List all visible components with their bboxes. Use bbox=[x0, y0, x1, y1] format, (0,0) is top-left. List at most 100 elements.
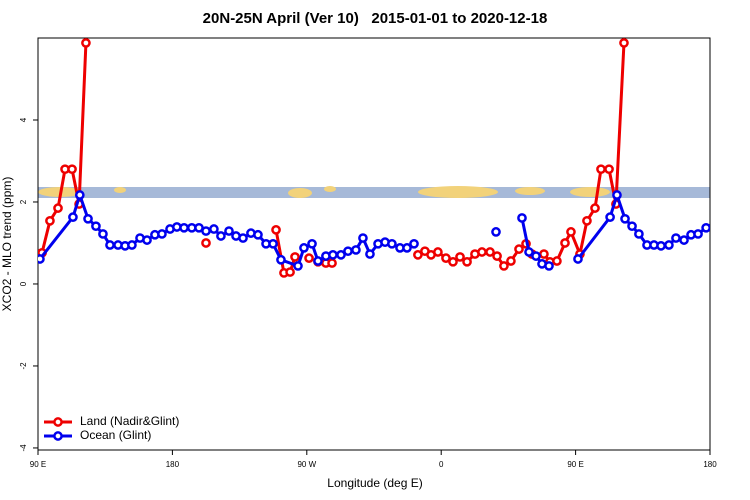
axes: 90 E 180 90 W 0 90 E 180 -4 -2 0 2 4 bbox=[19, 117, 717, 469]
data-point bbox=[573, 254, 583, 264]
map-strip bbox=[38, 186, 710, 198]
data-point bbox=[304, 253, 314, 263]
data-point bbox=[627, 221, 637, 232]
data-point bbox=[224, 226, 234, 236]
plot-area bbox=[38, 38, 710, 278]
data-point bbox=[531, 251, 541, 261]
data-point bbox=[68, 212, 78, 222]
y-tick-label: 2 bbox=[19, 199, 28, 204]
data-point bbox=[74, 190, 85, 200]
data-point bbox=[539, 249, 549, 259]
data-point bbox=[552, 256, 562, 266]
data-point bbox=[693, 229, 703, 239]
data-point bbox=[671, 233, 681, 243]
legend-label: Ocean (Glint) bbox=[80, 428, 151, 442]
legend-marker bbox=[53, 417, 63, 427]
data-point bbox=[351, 245, 361, 255]
data-point bbox=[45, 215, 55, 226]
data-point bbox=[83, 213, 93, 224]
data-point bbox=[299, 243, 309, 253]
x-tick-label: 90 W bbox=[297, 460, 316, 469]
data-point bbox=[38, 254, 45, 264]
data-point bbox=[492, 251, 502, 261]
data-point bbox=[365, 249, 375, 259]
data-point bbox=[656, 240, 666, 251]
x-tick-label: 90 E bbox=[30, 460, 46, 469]
data-point bbox=[409, 238, 419, 249]
data-point bbox=[664, 240, 674, 250]
data-point bbox=[328, 250, 338, 260]
data-point bbox=[358, 233, 368, 243]
data-point bbox=[157, 229, 167, 239]
data-point bbox=[105, 240, 115, 250]
x-tick-label: 0 bbox=[439, 460, 444, 469]
data-point bbox=[413, 250, 423, 260]
data-point bbox=[514, 244, 524, 254]
data-point bbox=[290, 252, 300, 262]
x-tick-label: 90 E bbox=[567, 460, 583, 469]
data-point bbox=[517, 213, 527, 223]
data-point bbox=[216, 231, 226, 241]
data-point bbox=[387, 238, 397, 249]
chart-title: 20N-25N April (Ver 10) 2015-01-01 to 202… bbox=[203, 10, 548, 27]
data-point bbox=[433, 247, 443, 257]
data-point bbox=[701, 222, 710, 233]
legend-label: Land (Nadir&Glint) bbox=[80, 414, 179, 428]
data-point bbox=[238, 233, 248, 243]
x-tick-label: 180 bbox=[166, 460, 180, 469]
data-point bbox=[209, 224, 219, 234]
data-point bbox=[485, 247, 495, 257]
data-point bbox=[307, 238, 317, 249]
data-point bbox=[327, 258, 337, 268]
legend-marker bbox=[53, 431, 63, 441]
data-point bbox=[544, 261, 554, 271]
data-point bbox=[67, 164, 77, 175]
data-point bbox=[91, 221, 101, 232]
data-point bbox=[612, 190, 622, 200]
data-point bbox=[201, 226, 211, 236]
data-point bbox=[201, 238, 211, 248]
data-point bbox=[477, 247, 487, 257]
data-point bbox=[448, 256, 458, 267]
data-point bbox=[268, 238, 278, 249]
y-tick-label: -4 bbox=[19, 444, 28, 452]
data-point bbox=[605, 212, 615, 222]
y-tick-label: -2 bbox=[19, 362, 28, 370]
data-point bbox=[506, 256, 516, 266]
data-point bbox=[402, 243, 412, 253]
data-point bbox=[285, 267, 295, 277]
y-tick-label: 0 bbox=[19, 281, 28, 286]
data-point bbox=[491, 227, 501, 237]
data-point bbox=[524, 247, 534, 257]
data-point bbox=[620, 213, 630, 224]
data-point bbox=[336, 250, 346, 260]
series-line bbox=[40, 42, 626, 275]
data-point bbox=[441, 253, 451, 263]
data-point bbox=[499, 261, 509, 271]
data-point bbox=[619, 38, 629, 48]
data-point bbox=[253, 229, 263, 240]
data-point bbox=[179, 222, 189, 233]
data-point bbox=[634, 229, 644, 239]
y-axis-title: XCO2 - MLO trend (ppm) bbox=[0, 177, 14, 312]
data-point bbox=[566, 227, 576, 237]
data-point bbox=[590, 203, 600, 213]
data-point bbox=[293, 261, 303, 271]
data-point bbox=[582, 215, 592, 226]
data-point bbox=[142, 235, 152, 245]
data-point bbox=[98, 229, 108, 239]
data-point bbox=[560, 238, 570, 248]
data-point bbox=[343, 246, 353, 257]
plot-frame bbox=[37, 37, 711, 451]
y-tick-label: 4 bbox=[19, 117, 28, 122]
data-point bbox=[596, 164, 606, 175]
data-point bbox=[604, 164, 614, 175]
data-point bbox=[53, 203, 63, 213]
data-point bbox=[127, 240, 137, 250]
data-point bbox=[276, 254, 286, 265]
x-axis-title: Longitude (deg E) bbox=[327, 476, 422, 490]
data-point bbox=[271, 225, 281, 235]
legend: Land (Nadir&Glint)Ocean (Glint) bbox=[44, 414, 179, 442]
data-point bbox=[679, 235, 689, 245]
